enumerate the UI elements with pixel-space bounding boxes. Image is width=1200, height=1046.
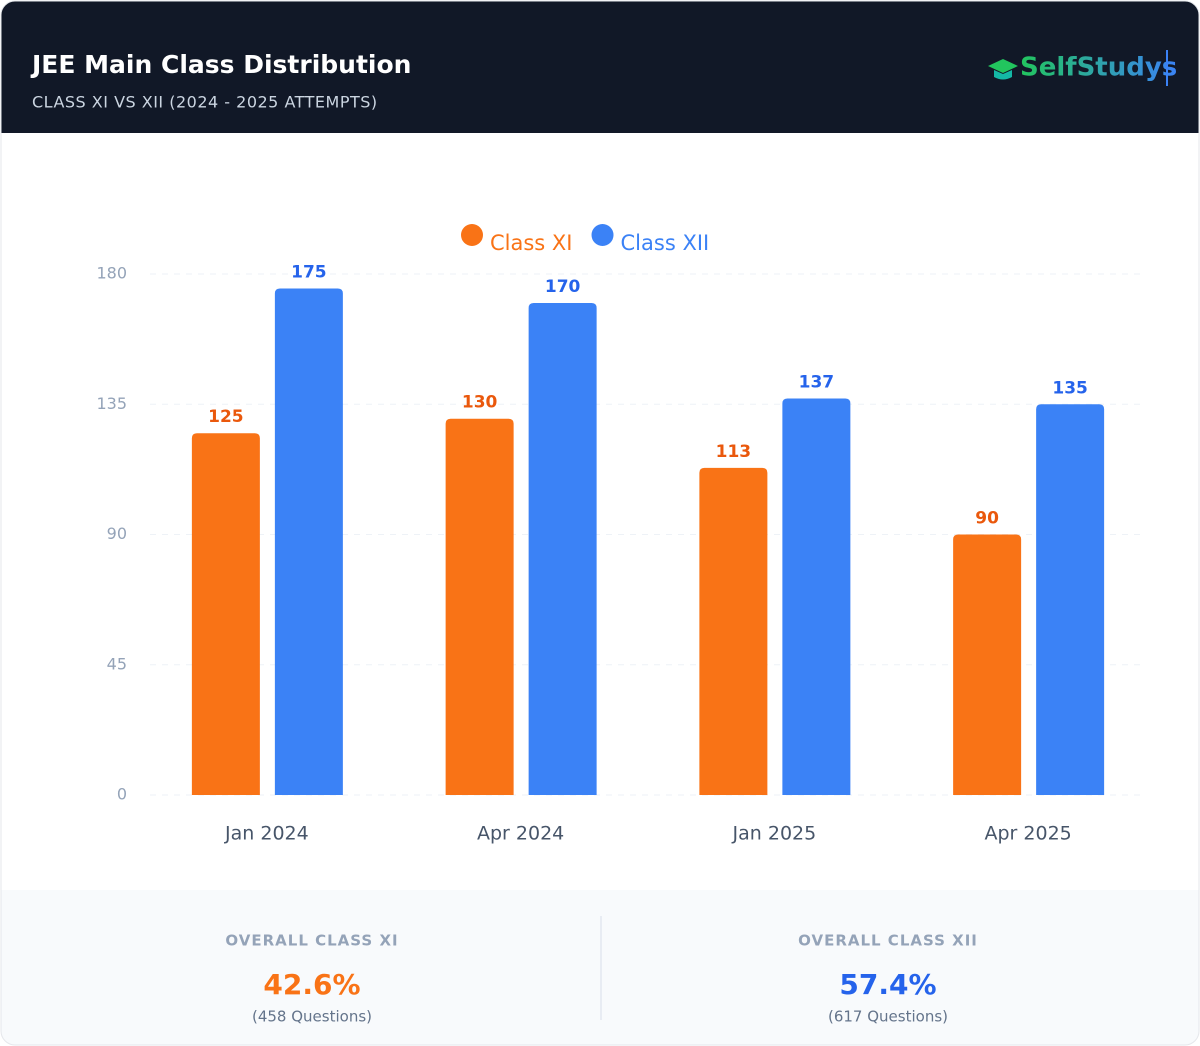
bar [699,467,768,795]
stat-value: 57.4% [839,968,936,1001]
stat-note: (458 Questions) [252,1008,372,1026]
bar [782,398,851,795]
x-tick-label: Apr 2025 [984,823,1071,845]
bar [953,534,1022,795]
legend-label: Class XII [621,231,710,255]
bar [274,288,343,795]
data-label: 125 [208,407,244,427]
bar [445,418,514,795]
data-label: 90 [975,509,999,529]
data-label: 135 [1052,378,1088,398]
y-tick-label: 0 [117,785,127,804]
bar [528,302,597,795]
y-tick-label: 180 [96,264,127,283]
data-label: 130 [462,393,498,413]
header-title: JEE Main Class Distribution [30,50,411,79]
bar [191,433,260,795]
footer-bg [1,890,1199,1045]
x-tick-label: Jan 2025 [732,823,817,845]
x-tick-label: Jan 2024 [224,823,309,845]
logo-text: SelfStudys [1020,53,1177,83]
logo-icon [988,59,1018,80]
legend-marker [591,224,614,246]
y-tick-label: 90 [107,524,127,543]
legend-marker [461,224,483,246]
stat-note: (617 Questions) [828,1008,948,1026]
data-label: 137 [799,372,835,392]
y-tick-label: 45 [107,654,127,673]
data-label: 113 [716,442,752,462]
y-tick-label: 135 [96,394,127,413]
legend-label: Class XI [490,231,573,255]
data-label: 175 [291,262,327,282]
stat-value: 42.6% [263,968,360,1001]
bar [1036,404,1105,795]
x-tick-label: Apr 2024 [477,823,564,845]
data-label: 170 [545,277,581,297]
stat-label: OVERALL CLASS XI [225,932,398,950]
header-subtitle: CLASS XI VS XII (2024 - 2025 ATTEMPTS) [32,93,378,112]
stat-label: OVERALL CLASS XII [798,932,978,950]
